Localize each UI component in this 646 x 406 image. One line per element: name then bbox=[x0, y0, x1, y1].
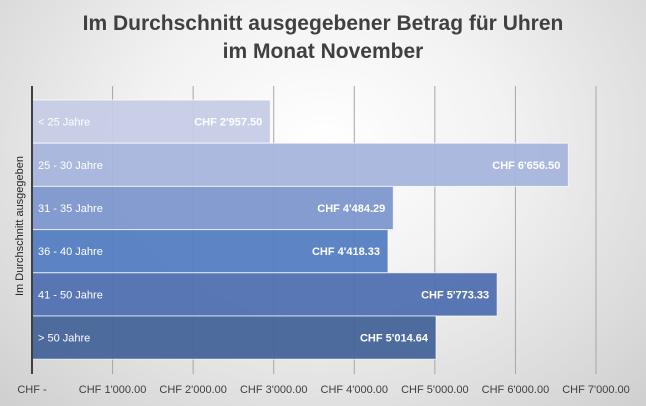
x-tick-label: CHF 7'000.00 bbox=[562, 384, 630, 396]
category-label: < 25 Jahre bbox=[38, 117, 90, 129]
bar bbox=[31, 142, 569, 187]
category-label: > 50 Jahre bbox=[38, 333, 90, 345]
bar bbox=[31, 185, 394, 231]
chart-title-line-2: im Monat November bbox=[222, 40, 424, 63]
chart-title: Im Durchschnitt ausgegebener Betrag für … bbox=[0, 10, 646, 66]
category-label: 31 - 35 Jahre bbox=[38, 203, 103, 215]
data-label: CHF 5'773.33 bbox=[421, 289, 489, 301]
chart-title-line-1: Im Durchschnitt ausgegebener Betrag für … bbox=[82, 12, 564, 35]
x-tick-label: CHF 3'000.00 bbox=[240, 384, 308, 396]
bar bbox=[31, 272, 498, 317]
x-tick-label: CHF 1'000.00 bbox=[79, 384, 147, 396]
data-label: CHF 2'957.50 bbox=[194, 117, 262, 129]
category-label: 36 - 40 Jahre bbox=[38, 246, 103, 258]
bar bbox=[31, 315, 437, 360]
x-tick-label: CHF - bbox=[17, 384, 47, 396]
category-label: 25 - 30 Jahre bbox=[38, 160, 103, 172]
data-label: CHF 6'656.50 bbox=[492, 160, 560, 172]
x-tick-label: CHF 2'000.00 bbox=[159, 384, 227, 396]
data-label: CHF 4'484.29 bbox=[317, 203, 385, 215]
data-label: CHF 5'014.64 bbox=[360, 333, 429, 345]
x-tick-label: CHF 4'000.00 bbox=[321, 384, 389, 396]
x-tick-label: CHF 5'000.00 bbox=[401, 384, 469, 396]
category-label: 41 - 50 Jahre bbox=[38, 289, 103, 301]
data-label: CHF 4'418.33 bbox=[312, 246, 380, 258]
bar bbox=[31, 229, 389, 274]
x-tick-label: CHF 6'000.00 bbox=[482, 384, 550, 396]
